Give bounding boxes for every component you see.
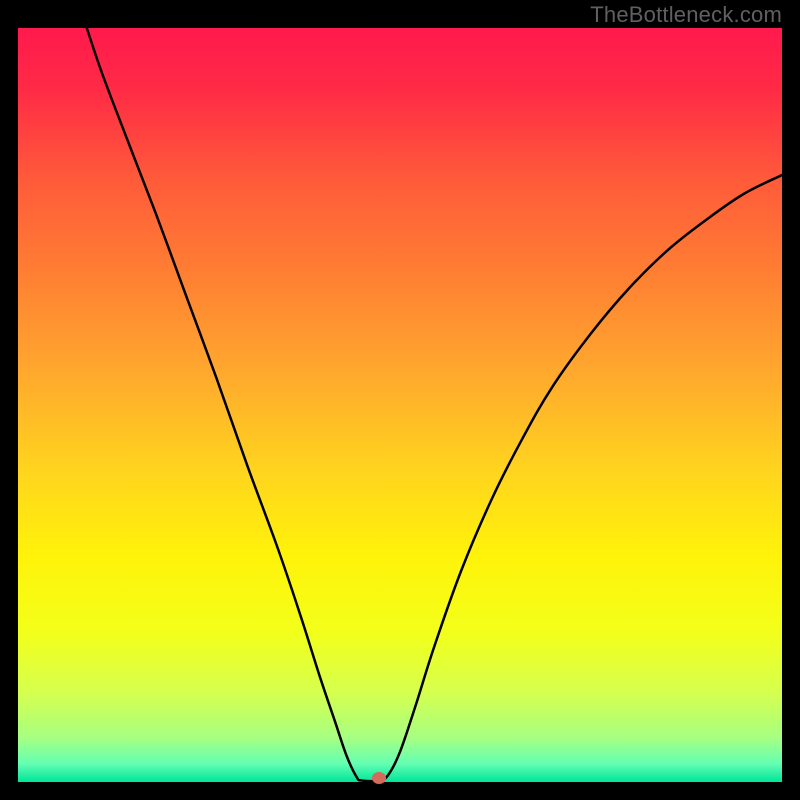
bottleneck-curve — [87, 28, 782, 781]
chart-plot-area — [18, 28, 782, 782]
chart-curve-layer — [18, 28, 782, 782]
watermark-text: TheBottleneck.com — [590, 2, 782, 28]
optimal-point-marker — [372, 772, 386, 784]
